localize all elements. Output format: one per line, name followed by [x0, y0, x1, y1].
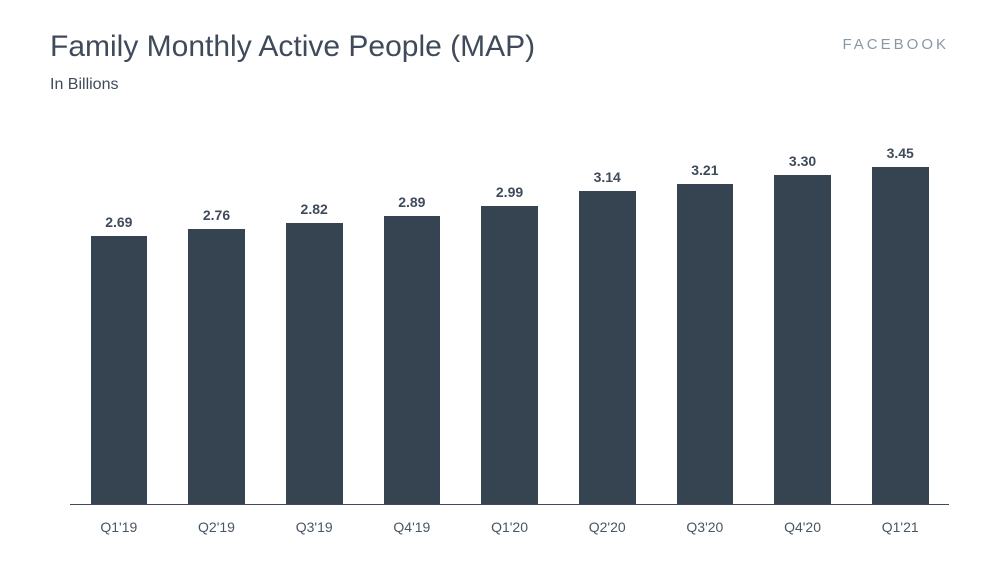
bar-slot: 3.45: [851, 145, 949, 504]
bar-slot: 2.89: [363, 145, 461, 504]
chart-title: Family Monthly Active People (MAP): [50, 30, 842, 64]
x-tick-label: Q1'20: [461, 519, 559, 535]
x-tick-label: Q2'20: [558, 519, 656, 535]
title-block: Family Monthly Active People (MAP) In Bi…: [50, 30, 842, 94]
x-axis: Q1'19Q2'19Q3'19Q4'19Q1'20Q2'20Q3'20Q4'20…: [70, 519, 949, 535]
x-tick-label: Q4'19: [363, 519, 461, 535]
bar: [188, 229, 245, 504]
bar-slot: 3.30: [754, 145, 852, 504]
bar: [384, 216, 441, 504]
bar-value-label: 3.14: [594, 169, 621, 185]
x-tick-label: Q3'19: [265, 519, 363, 535]
bar-value-label: 2.69: [105, 214, 132, 230]
bar-slot: 2.82: [265, 145, 363, 504]
bar-slot: 3.21: [656, 145, 754, 504]
bar-value-label: 2.89: [398, 194, 425, 210]
bar: [91, 236, 148, 504]
bar-value-label: 2.76: [203, 207, 230, 223]
bar: [286, 223, 343, 504]
bar: [677, 184, 734, 504]
bar-value-label: 3.45: [887, 145, 914, 161]
bar-value-label: 2.99: [496, 184, 523, 200]
bar: [872, 167, 929, 504]
bar: [579, 191, 636, 504]
bar-value-label: 3.21: [691, 162, 718, 178]
x-tick-label: Q4'20: [754, 519, 852, 535]
bar-slot: 2.99: [461, 145, 559, 504]
bars-container: 2.69 2.76 2.82 2.89 2.99 3.14 3.21 3.30 3.45: [70, 145, 949, 504]
slide: Family Monthly Active People (MAP) In Bi…: [0, 0, 999, 565]
bar: [481, 206, 538, 504]
chart-subtitle: In Billions: [50, 76, 842, 94]
bar-slot: 3.14: [558, 145, 656, 504]
bar-slot: 2.76: [168, 145, 266, 504]
bar-value-label: 2.82: [301, 201, 328, 217]
x-tick-label: Q1'19: [70, 519, 168, 535]
bar-value-label: 3.30: [789, 153, 816, 169]
header: Family Monthly Active People (MAP) In Bi…: [50, 30, 949, 94]
x-tick-label: Q2'19: [168, 519, 266, 535]
chart-area: 2.69 2.76 2.82 2.89 2.99 3.14 3.21 3.30 3.45: [70, 145, 949, 505]
bar-slot: 2.69: [70, 145, 168, 504]
bar: [774, 175, 831, 504]
x-tick-label: Q3'20: [656, 519, 754, 535]
x-tick-label: Q1'21: [851, 519, 949, 535]
brand-label: FACEBOOK: [842, 36, 949, 53]
